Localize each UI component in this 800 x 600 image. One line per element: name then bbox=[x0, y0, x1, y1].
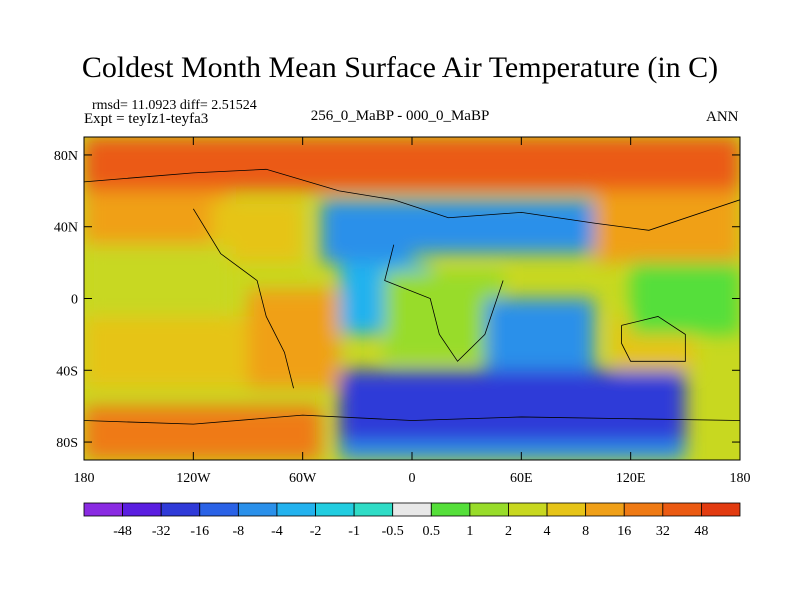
colorbar bbox=[83, 502, 741, 517]
region-north-polar-band bbox=[84, 137, 740, 191]
stats-line: rmsd= 11.0923 diff= 2.51524 bbox=[92, 98, 257, 114]
colorbar-swatch bbox=[430, 502, 471, 517]
colorbar-label: 0.5 bbox=[423, 524, 441, 539]
y-tick-label: 40N bbox=[54, 221, 78, 236]
diff-value: diff= 2.51524 bbox=[179, 98, 257, 113]
contour-antarctic-coast bbox=[84, 414, 740, 425]
y-axis: 80N 40N 0 40S 80S bbox=[54, 149, 740, 451]
colorbar-swatch bbox=[469, 502, 509, 517]
colorbar-swatch bbox=[662, 502, 702, 517]
colorbar-label: -32 bbox=[152, 524, 171, 539]
colorbar-swatch bbox=[83, 502, 123, 517]
colorbar-label: -1 bbox=[348, 524, 360, 539]
colorbar-swatch bbox=[199, 502, 239, 517]
colorbar-swatch bbox=[315, 502, 355, 517]
x-tick-label: 120E bbox=[616, 471, 646, 486]
region-south-america bbox=[248, 289, 340, 389]
colorbar-label: 32 bbox=[656, 524, 670, 539]
y-tick-label: 80S bbox=[56, 436, 78, 451]
colorbar-labels: -48 -32 -16 -8 -4 -2 -1 -0.5 0.5 1 2 4 8 16 32 48 bbox=[113, 524, 708, 539]
region-west-pacific bbox=[630, 262, 740, 335]
temperature-regions bbox=[84, 137, 740, 460]
colorbar-label: -0.5 bbox=[382, 524, 404, 539]
experiment-label: Expt = teyIz1-teyfa3 bbox=[84, 111, 209, 127]
region-southern-ocean bbox=[339, 370, 686, 443]
x-tick-label: 180 bbox=[730, 471, 751, 486]
y-tick-label: 0 bbox=[71, 293, 78, 308]
colorbar-swatch bbox=[122, 502, 162, 517]
contour-americas-coast bbox=[192, 208, 294, 389]
y-tick-label: 40S bbox=[56, 364, 78, 379]
region-indian-ocean bbox=[484, 298, 595, 371]
x-tick-label: 180 bbox=[74, 471, 95, 486]
contour-australia-coast bbox=[621, 316, 686, 362]
colorbar-label: 16 bbox=[617, 524, 631, 539]
colorbar-label: -48 bbox=[113, 524, 132, 539]
region-europe-asia bbox=[412, 199, 595, 254]
colorbar-label: 1 bbox=[466, 524, 473, 539]
colorbar-label: -2 bbox=[310, 524, 322, 539]
colorbar-swatch bbox=[276, 502, 316, 517]
colorbar-label: 2 bbox=[505, 524, 512, 539]
plot-area bbox=[84, 137, 740, 460]
coastline-contours bbox=[84, 168, 740, 425]
region-south-polar-band bbox=[84, 406, 321, 460]
colorbar-swatch bbox=[585, 502, 625, 517]
colorbar-label: -4 bbox=[271, 524, 283, 539]
colorbar-label: 8 bbox=[582, 524, 589, 539]
colorbar-swatch bbox=[237, 502, 278, 517]
colorbar-label: -8 bbox=[233, 524, 245, 539]
region-north-atlantic bbox=[320, 199, 412, 263]
colorbar-label: -16 bbox=[190, 524, 209, 539]
y-tick-label: 80N bbox=[54, 149, 78, 164]
x-tick-label: 0 bbox=[409, 471, 416, 486]
region-south-pacific bbox=[84, 316, 248, 389]
region-africa bbox=[384, 271, 504, 362]
colorbar-label: 4 bbox=[544, 524, 551, 539]
contour-eurasia-coast bbox=[84, 168, 740, 231]
colorbar-swatch bbox=[392, 502, 432, 517]
region-east-asia bbox=[594, 190, 740, 263]
region-tropical-pacific bbox=[84, 244, 230, 317]
x-axis: 180 120W 60W 0 60E 120E 180 bbox=[74, 137, 751, 486]
contour-africa-coast bbox=[384, 244, 504, 362]
region-north-pacific bbox=[84, 190, 230, 245]
colorbar-swatch bbox=[508, 502, 548, 517]
rmsd-value: rmsd= 11.0923 bbox=[92, 98, 177, 113]
center-label: 256_0_MaBP - 000_0_MaBP bbox=[310, 108, 490, 124]
season-label: ANN bbox=[706, 109, 739, 125]
x-tick-label: 60W bbox=[289, 471, 317, 486]
colorbar-swatch bbox=[701, 502, 741, 517]
x-tick-label: 60E bbox=[510, 471, 533, 486]
colorbar-swatch bbox=[623, 502, 664, 517]
colorbar-label: 48 bbox=[694, 524, 708, 539]
colorbar-swatch bbox=[160, 502, 201, 517]
colorbar-swatch bbox=[353, 502, 394, 517]
colorbar-swatch bbox=[546, 502, 587, 517]
x-tick-label: 120W bbox=[176, 471, 211, 486]
region-antarctic-band bbox=[339, 442, 686, 460]
chart-title: Coldest Month Mean Surface Air Temperatu… bbox=[81, 51, 719, 84]
